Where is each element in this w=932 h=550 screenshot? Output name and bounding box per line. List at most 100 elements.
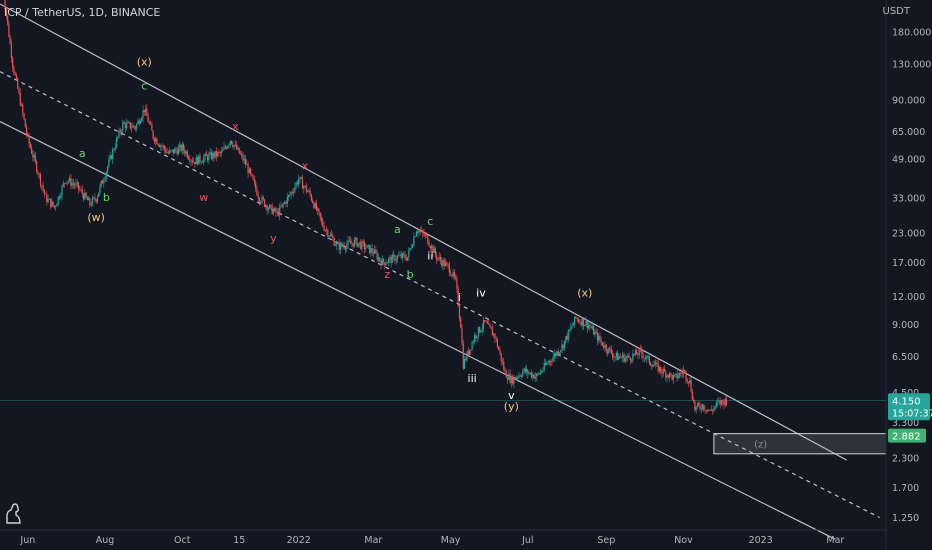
candle-body (350, 240, 352, 244)
candle (109, 151, 111, 162)
wave-label: a (394, 223, 401, 236)
candle-body (400, 254, 402, 259)
candle (637, 352, 639, 359)
price-channel[interactable] (0, 3, 886, 540)
candle-body (290, 192, 292, 195)
candle-body (642, 353, 644, 359)
candle-body (98, 192, 100, 197)
bar-countdown: 15:07:37 (892, 408, 932, 419)
channel-lower-line[interactable] (0, 121, 836, 540)
target-zone-box[interactable] (713, 433, 887, 455)
candle-body (574, 316, 576, 324)
candle-body (551, 361, 553, 363)
candle (466, 350, 468, 362)
candle-body (458, 305, 461, 318)
candle-body (289, 194, 291, 196)
candle (139, 118, 142, 125)
candle (53, 205, 56, 209)
tradingview-dino-icon[interactable] (4, 502, 22, 524)
candle (72, 178, 75, 189)
candle (613, 353, 615, 363)
candle (715, 400, 717, 409)
candle (496, 337, 499, 349)
candle (500, 352, 502, 366)
target-zone[interactable]: (z) (713, 433, 887, 455)
candle-body (96, 196, 99, 202)
candle-body (109, 155, 111, 160)
candle (448, 261, 450, 277)
candle-body (5, 8, 7, 16)
chart-title[interactable]: ICP / TetherUS, 1D, BINANCE (4, 6, 161, 19)
candle-body (322, 220, 324, 227)
candle-body (363, 242, 366, 250)
candle-body (424, 234, 426, 236)
candle (57, 196, 59, 207)
candle-body (261, 196, 263, 203)
candle (25, 123, 28, 138)
candle-body (77, 182, 80, 189)
candle-body (42, 185, 44, 190)
candle (394, 254, 396, 264)
candle-body (127, 122, 129, 124)
candle (243, 154, 245, 165)
candle-body (228, 144, 230, 146)
candle-body (257, 195, 259, 198)
candle-body (605, 344, 607, 351)
candle (531, 369, 533, 380)
candle-body (253, 179, 256, 183)
candle (317, 206, 319, 216)
candle (628, 352, 630, 359)
y-tick-label: 65.000 (892, 127, 925, 138)
candle-body (184, 150, 186, 154)
candle-body (479, 327, 481, 333)
candle (451, 274, 453, 278)
candle-body (4, 0, 6, 9)
candle (22, 102, 24, 118)
candle-body (124, 123, 126, 129)
candle-body (66, 181, 68, 183)
candle-body (299, 177, 301, 180)
candle (518, 371, 520, 380)
candle (520, 373, 523, 380)
candle (396, 254, 399, 264)
candle (639, 344, 642, 353)
candle-body (585, 321, 587, 325)
candle-body (674, 374, 676, 376)
candle-body (560, 350, 562, 353)
candle-body (724, 398, 726, 406)
candle (366, 245, 368, 249)
candle (684, 369, 686, 374)
candle-body (700, 408, 702, 410)
candle-body (374, 249, 376, 254)
candle-body (455, 276, 457, 278)
candle-body (142, 110, 144, 118)
candle-body (118, 130, 120, 138)
candle (155, 136, 157, 147)
candle-body (155, 138, 157, 142)
candle-body (471, 342, 473, 350)
candle (39, 172, 42, 188)
candle (125, 118, 128, 131)
candle-body (672, 375, 674, 380)
wave-label: (w) (87, 211, 105, 224)
candle (401, 252, 404, 263)
candle-body (408, 250, 410, 258)
candle-body (58, 196, 61, 199)
candle (474, 332, 476, 345)
candle (18, 86, 20, 95)
candle-body (108, 159, 110, 167)
candle (213, 151, 215, 163)
candle (704, 405, 706, 414)
channel-upper-line[interactable] (0, 3, 848, 461)
candle (150, 120, 152, 126)
wave-label: x (302, 160, 309, 173)
candle-body (233, 145, 235, 147)
candle-body (217, 152, 219, 157)
y-tick-label: 6.500 (892, 352, 919, 363)
candle-body (34, 155, 37, 162)
candle (171, 149, 173, 153)
